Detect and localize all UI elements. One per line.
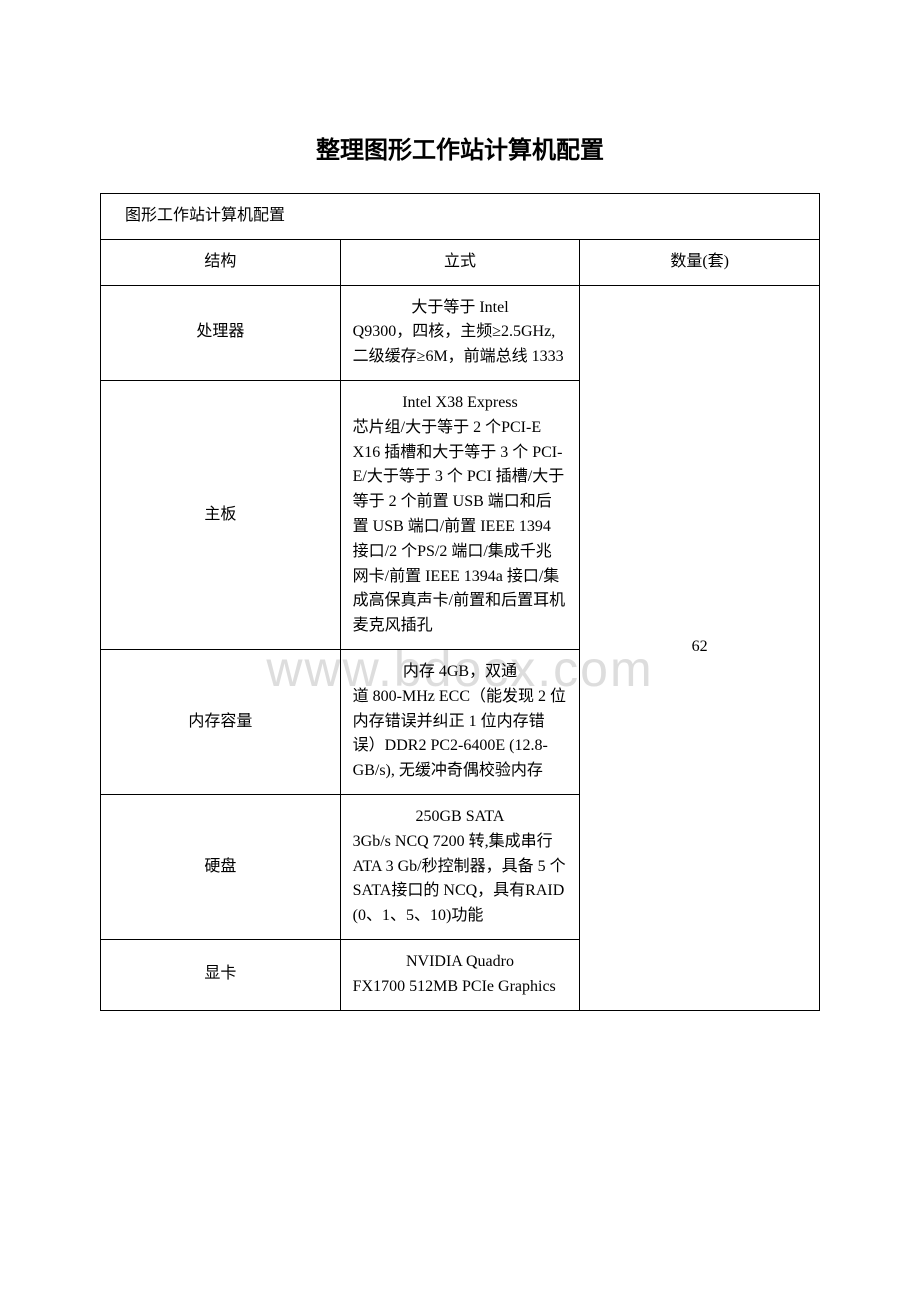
row-label-hdd: 硬盘 <box>101 794 341 939</box>
header-qty: 数量(套) <box>580 239 820 285</box>
spec-table: 图形工作站计算机配置 结构 立式 数量(套) 处理器 大于等于 Intel Q9… <box>100 193 820 1011</box>
table-caption-row: 图形工作站计算机配置 <box>101 194 820 240</box>
spec-first-line: 内存 4GB，双通 <box>353 660 568 685</box>
table-caption: 图形工作站计算机配置 <box>101 194 820 240</box>
row-spec-hdd: 250GB SATA 3Gb/s NCQ 7200 转,集成串行 ATA 3 G… <box>340 794 580 939</box>
header-structure: 结构 <box>101 239 341 285</box>
spec-first-line: Intel X38 Express <box>353 391 568 416</box>
spec-rest: Q9300，四核，主频≥2.5GHz,二级缓存≥6M，前端总线 1333 <box>353 323 564 365</box>
row-spec-mb: Intel X38 Express 芯片组/大于等于 2 个PCI-E X16 … <box>340 380 580 649</box>
spec-rest: 道 800-MHz ECC（能发现 2 位内存错误并纠正 1 位内存错误）DDR… <box>353 688 566 779</box>
spec-first-line: NVIDIA Quadro <box>353 950 568 975</box>
table-row: 处理器 大于等于 Intel Q9300，四核，主频≥2.5GHz,二级缓存≥6… <box>101 285 820 380</box>
qty-cell: 62 <box>580 285 820 1010</box>
row-spec-gpu: NVIDIA Quadro FX1700 512MB PCIe Graphics <box>340 939 580 1010</box>
row-label-gpu: 显卡 <box>101 939 341 1010</box>
row-label-mb: 主板 <box>101 380 341 649</box>
table-header-row: 结构 立式 数量(套) <box>101 239 820 285</box>
page-title: 整理图形工作站计算机配置 <box>100 130 820 165</box>
spec-first-line: 大于等于 Intel <box>353 296 568 321</box>
spec-first-line: 250GB SATA <box>353 805 568 830</box>
header-form: 立式 <box>340 239 580 285</box>
spec-rest: 3Gb/s NCQ 7200 转,集成串行 ATA 3 Gb/秒控制器，具备 5… <box>353 833 566 924</box>
row-label-ram: 内存容量 <box>101 649 341 794</box>
row-spec-ram: 内存 4GB，双通 道 800-MHz ECC（能发现 2 位内存错误并纠正 1… <box>340 649 580 794</box>
spec-rest: FX1700 512MB PCIe Graphics <box>353 978 556 995</box>
row-spec-cpu: 大于等于 Intel Q9300，四核，主频≥2.5GHz,二级缓存≥6M，前端… <box>340 285 580 380</box>
document-page: 整理图形工作站计算机配置 图形工作站计算机配置 结构 立式 数量(套) 处理器 … <box>0 0 920 1071</box>
row-label-cpu: 处理器 <box>101 285 341 380</box>
spec-rest: 芯片组/大于等于 2 个PCI-E X16 插槽和大于等于 3 个 PCI-E/… <box>353 419 565 634</box>
